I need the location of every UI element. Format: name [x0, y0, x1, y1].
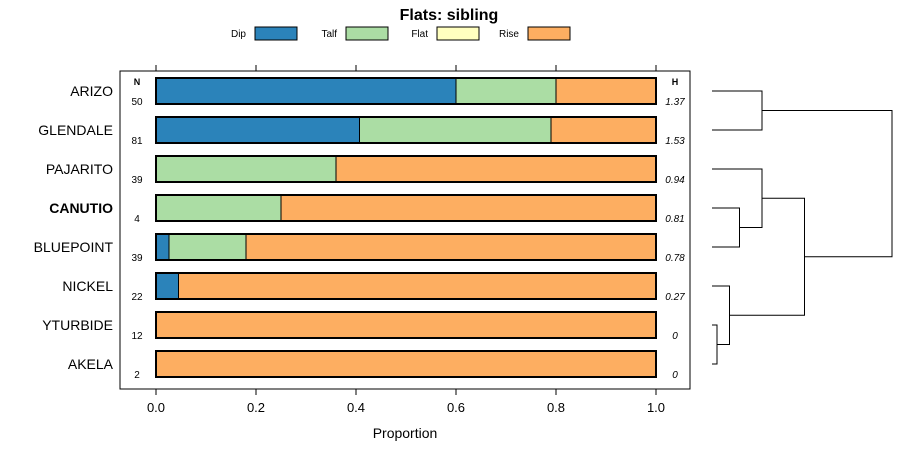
legend-label-rise: Rise: [499, 29, 519, 40]
bar-outline-glendale: [155, 116, 657, 144]
category-label-bluepoint: BLUEPOINT: [34, 239, 114, 255]
bar-bluepoint-talf: [168, 233, 247, 261]
x-tick-label: 0.8: [547, 400, 565, 415]
n-column-header: N: [134, 77, 141, 87]
h-label-glendale: 1.53: [665, 136, 685, 147]
dendrogram-link: [712, 90, 763, 131]
category-label-arizo: ARIZO: [70, 83, 113, 99]
bar-nickel-rise: [178, 272, 657, 300]
dendrogram-link: [729, 197, 805, 316]
bar-akela-rise: [155, 350, 657, 378]
h-label-bluepoint: 0.78: [665, 253, 685, 264]
bar-glendale-rise: [550, 116, 657, 144]
category-label-canutio: CANUTIO: [49, 200, 113, 216]
x-tick-label: 0.4: [347, 400, 365, 415]
bar-outline-pajarito: [155, 155, 657, 183]
bar-glendale-talf: [359, 116, 552, 144]
n-label-bluepoint: 39: [131, 253, 143, 264]
bar-outline-akela: [155, 350, 657, 378]
dendrogram-link: [712, 207, 740, 248]
n-label-akela: 2: [134, 370, 140, 381]
legend-swatch-talf: [345, 26, 389, 41]
x-tick-label: 0.2: [247, 400, 265, 415]
n-label-pajarito: 39: [131, 175, 143, 186]
x-tick-label: 0.6: [447, 400, 465, 415]
bars-layer: [155, 77, 657, 378]
bar-canutio-rise: [280, 194, 657, 222]
n-label-canutio: 4: [134, 214, 140, 225]
category-label-pajarito: PAJARITO: [46, 161, 113, 177]
category-label-glendale: GLENDALE: [38, 122, 113, 138]
dendrogram-link: [712, 324, 718, 365]
dendrogram-link: [712, 168, 763, 228]
n-label-nickel: 22: [131, 292, 143, 303]
category-label-yturbide: YTURBIDE: [42, 317, 113, 333]
x-tick-label: 0.0: [147, 400, 165, 415]
category-label-akela: AKELA: [68, 356, 114, 372]
bar-pajarito-rise: [335, 155, 657, 183]
chart-title: Flats: sibling: [400, 7, 499, 24]
x-axis: 0.0 0.2 0.4 0.6 0.8 1.0: [147, 65, 665, 415]
h-column-header: H: [672, 77, 679, 87]
bar-arizo-talf: [455, 77, 557, 105]
category-labels: ARIZO GLENDALE PAJARITO CANUTIO BLUEPOINT NIC…: [34, 83, 114, 372]
legend-label-dip: Dip: [231, 29, 246, 40]
bar-outline-arizo: [155, 77, 657, 105]
bar-yturbide-rise: [155, 311, 657, 339]
h-label-canutio: 0.81: [665, 214, 684, 225]
legend: Dip Talf Flat Rise: [231, 26, 571, 41]
bar-bluepoint-rise: [245, 233, 657, 261]
n-labels: 50 81 39 4 39 22 12 2: [131, 97, 143, 381]
bar-bluepoint-dip: [155, 233, 170, 261]
bar-glendale-dip: [155, 116, 360, 144]
legend-label-talf: Talf: [321, 29, 337, 40]
legend-label-flat: Flat: [411, 29, 428, 40]
bar-outline-bluepoint: [155, 233, 657, 261]
bar-canutio-talf: [155, 194, 282, 222]
legend-swatch-flat: [436, 26, 480, 41]
legend-swatch-rise: [527, 26, 571, 41]
dendrogram-link: [762, 110, 893, 258]
bar-nickel-dip: [155, 272, 179, 300]
x-axis-title: Proportion: [373, 425, 438, 441]
plot-panel: [119, 70, 691, 390]
h-label-nickel: 0.27: [665, 292, 685, 303]
h-label-arizo: 1.37: [665, 97, 685, 108]
category-label-nickel: NICKEL: [62, 278, 113, 294]
dendrogram-link: [712, 285, 730, 345]
x-tick-label: 1.0: [647, 400, 665, 415]
h-label-akela: 0: [672, 370, 678, 381]
bar-outline-yturbide: [155, 311, 657, 339]
dendrogram: [712, 90, 893, 365]
bar-outline-nickel: [155, 272, 657, 300]
n-label-arizo: 50: [131, 97, 143, 108]
bar-outline-canutio: [155, 194, 657, 222]
bar-pajarito-talf: [155, 155, 337, 183]
h-label-yturbide: 0: [672, 331, 678, 342]
h-labels: 1.37 1.53 0.94 0.81 0.78 0.27 0 0: [665, 97, 685, 381]
n-label-yturbide: 12: [131, 331, 143, 342]
h-label-pajarito: 0.94: [665, 175, 685, 186]
bar-arizo-dip: [155, 77, 457, 105]
n-label-glendale: 81: [131, 136, 143, 147]
bar-arizo-rise: [555, 77, 657, 105]
legend-swatch-dip: [254, 26, 298, 41]
